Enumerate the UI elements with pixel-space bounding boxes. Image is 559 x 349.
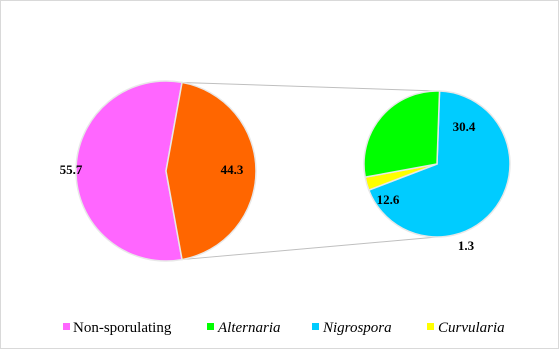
legend: Non-sporulating Alternaria Nigrospora Cu…	[63, 320, 505, 336]
connector-line-bottom	[181, 236, 438, 261]
data-label-alternaria: 12.6	[377, 192, 400, 207]
data-label-curvularia: 1.3	[458, 238, 475, 253]
legend-swatch-non-sporulating	[63, 323, 70, 330]
legend-label-non-sporulating: Non-sporulating	[73, 320, 172, 336]
legend-swatch-alternaria	[207, 323, 214, 330]
slice-sporulating	[165, 81, 257, 261]
slice-alternaria	[363, 90, 441, 179]
main-pie: 55.7 44.3	[60, 80, 257, 262]
slice-non-sporulating	[75, 80, 183, 262]
legend-label-curvularia: Curvularia	[438, 320, 505, 336]
data-label-nigrospora: 30.4	[453, 119, 476, 134]
slice-nigrospora	[367, 90, 511, 238]
legend-swatch-curvularia	[427, 323, 434, 330]
secondary-pie: 30.4 1.3 12.6	[363, 90, 511, 253]
legend-swatch-nigrospora	[312, 323, 319, 330]
connector-line-top	[182, 81, 438, 92]
legend-label-nigrospora: Nigrospora	[322, 320, 392, 336]
legend-label-alternaria: Alternaria	[217, 320, 281, 336]
data-label-sporulating: 44.3	[221, 162, 244, 177]
connector-lines	[181, 81, 438, 261]
data-label-non-sporulating: 55.7	[60, 162, 83, 177]
